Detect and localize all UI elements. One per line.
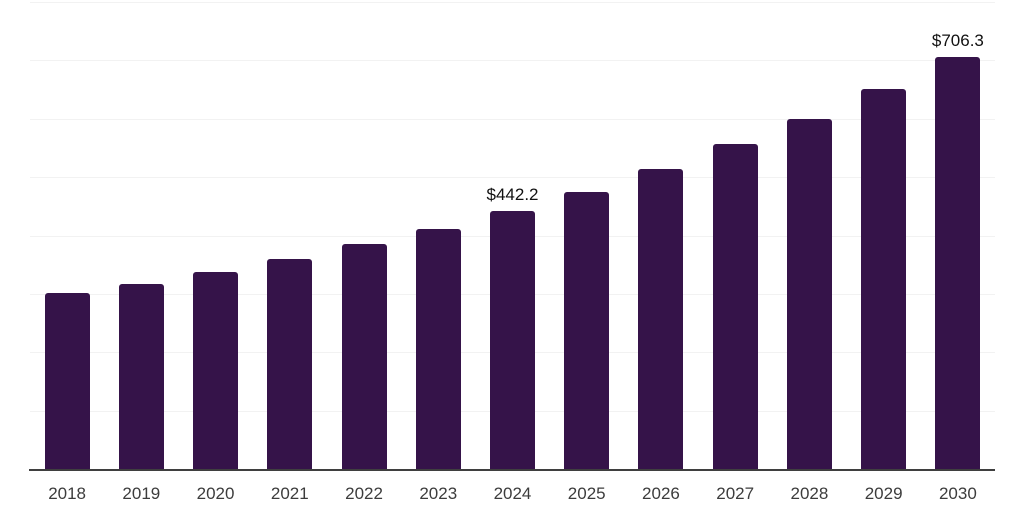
bar-2022 [341, 243, 387, 469]
gridline [30, 2, 995, 3]
bar-2028 [786, 118, 832, 469]
bar-2024 [490, 210, 535, 469]
x-tick-label-2030: 2030 [938, 484, 977, 503]
gridline [30, 60, 995, 62]
x-tick-label-2027: 2027 [716, 484, 755, 503]
x-tick-label-2019: 2019 [122, 484, 161, 503]
x-tick-label-2018: 2018 [48, 484, 87, 503]
bar-2023 [415, 229, 461, 469]
data-label-2024: $442.2 [486, 184, 539, 204]
bar-2020 [193, 271, 239, 469]
x-tick-label-2026: 2026 [642, 484, 680, 503]
x-tick-label-2024: 2024 [493, 484, 532, 503]
x-tick-label-2022: 2022 [345, 484, 383, 503]
x-axis-line [29, 469, 995, 471]
x-tick-label-2029: 2029 [864, 484, 903, 503]
bar-2027 [712, 144, 758, 469]
bar-2021 [267, 258, 313, 469]
bar-2019 [118, 283, 164, 469]
x-tick-label-2020: 2020 [196, 484, 235, 503]
gridline [30, 118, 995, 120]
gridline [30, 177, 995, 179]
x-tick-label-2021: 2021 [270, 484, 309, 503]
bar-2025 [564, 191, 610, 469]
x-tick-label-2028: 2028 [790, 484, 829, 503]
data-label-2030: $706.3 [931, 30, 984, 50]
bar-2026 [638, 168, 684, 469]
x-tick-label-2023: 2023 [419, 484, 458, 503]
bar-2030 [935, 56, 981, 469]
bar-2018 [44, 292, 90, 469]
x-tick-label-2025: 2025 [567, 484, 606, 503]
bar-2029 [861, 88, 907, 469]
